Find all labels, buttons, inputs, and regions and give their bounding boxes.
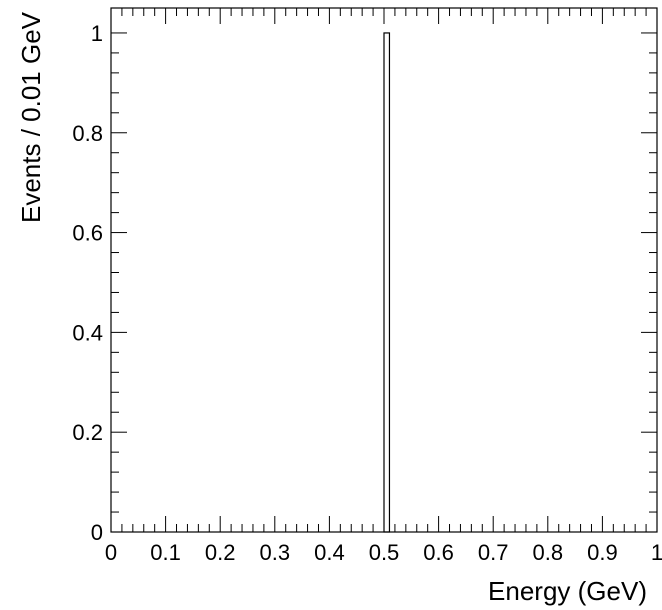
x-tick-label: 0.8 — [533, 540, 564, 565]
x-axis-title: Energy (GeV) — [488, 576, 647, 606]
y-tick-label: 0.4 — [72, 320, 103, 345]
x-tick-label: 0.2 — [205, 540, 236, 565]
x-tick-label: 0.1 — [150, 540, 181, 565]
y-tick-label: 0 — [91, 520, 103, 545]
x-tick-label: 0.4 — [314, 540, 345, 565]
x-tick-label: 0.5 — [369, 540, 400, 565]
x-tick-label: 0.9 — [587, 540, 618, 565]
x-tick-label: 0.3 — [260, 540, 291, 565]
x-tick-labels: 0 0.1 0.2 0.3 0.4 0.5 0.6 0.7 0.8 0.9 1 — [105, 540, 662, 565]
y-tick-label: 0.8 — [72, 121, 103, 146]
y-tick-label: 0.2 — [72, 420, 103, 445]
y-tick-label: 1 — [91, 21, 103, 46]
x-tick-label: 0 — [105, 540, 117, 565]
x-tick-label: 0.6 — [423, 540, 454, 565]
major-ticks — [110, 8, 658, 533]
histogram-bars — [383, 32, 391, 533]
y-axis-title: Events / 0.01 GeV — [16, 11, 46, 223]
y-tick-labels: 0 0.2 0.4 0.6 0.8 1 — [72, 21, 103, 545]
x-tick-label: 0.7 — [478, 540, 509, 565]
y-tick-label: 0.6 — [72, 221, 103, 246]
minor-ticks — [111, 8, 657, 532]
x-tick-label: 1 — [651, 540, 662, 565]
histogram-bin — [383, 32, 391, 533]
